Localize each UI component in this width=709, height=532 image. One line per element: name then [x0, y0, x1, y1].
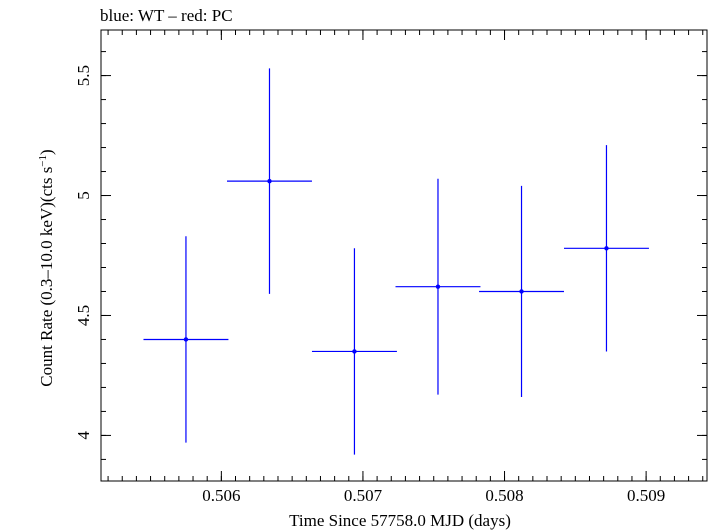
axis-ticks — [101, 30, 707, 481]
x-tick-label: 0.507 — [344, 486, 383, 505]
point-marker — [435, 284, 441, 289]
chart-title: blue: WT – red: PC — [100, 6, 233, 25]
y-axis-label: Count Rate (0.3–10.0 keV)(cts s−1) — [37, 149, 56, 386]
point-marker — [267, 178, 272, 184]
point-marker — [183, 337, 189, 342]
data-point-wt — [479, 185, 564, 398]
data-point-wt — [311, 248, 397, 455]
y-tick-label: 5.5 — [74, 65, 93, 86]
x-tick-label: 0.509 — [627, 486, 665, 505]
axis-tick-labels: 0.506 0.507 0.508 0.509 4 4.5 5 5.5 — [74, 65, 665, 505]
data-point-wt — [563, 145, 649, 352]
data-points — [143, 68, 649, 455]
y-tick-label: 4.5 — [74, 305, 93, 326]
y-axis-label-superscript: −1 — [37, 155, 49, 167]
data-point-wt — [395, 178, 481, 395]
y-axis-label-suffix: ) — [37, 149, 56, 155]
point-marker — [519, 289, 524, 294]
data-point-wt — [227, 68, 312, 294]
x-tick-label: 0.506 — [202, 486, 240, 505]
y-tick-label: 5 — [74, 191, 93, 200]
point-marker — [352, 349, 357, 354]
point-marker — [604, 246, 609, 251]
y-axis-label-prefix: Count Rate (0.3–10.0 keV)(cts s — [37, 167, 56, 387]
data-point-wt — [143, 236, 229, 443]
svg-text:Count Rate (0.3–10.0 keV)(cts: Count Rate (0.3–10.0 keV)(cts s−1) — [37, 149, 56, 386]
y-tick-label: 4 — [74, 431, 93, 440]
x-tick-label: 0.508 — [485, 486, 523, 505]
plot-frame — [100, 29, 708, 482]
x-axis-label: Time Since 57758.0 MJD (days) — [289, 511, 511, 530]
